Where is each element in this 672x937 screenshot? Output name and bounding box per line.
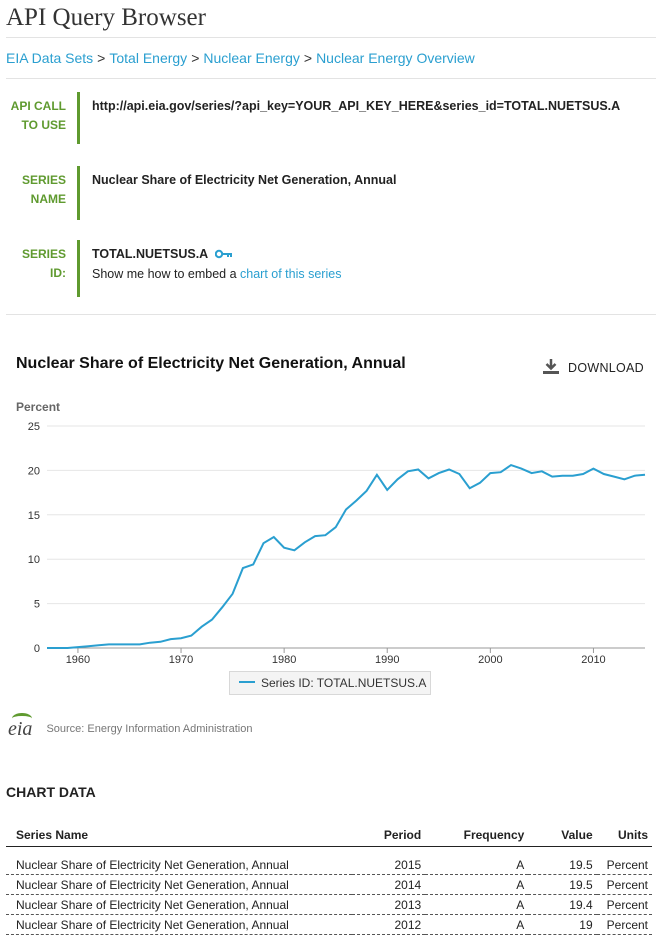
table-row: Nuclear Share of Electricity Net Generat… [6,874,652,895]
page-title: API Query Browser [6,4,206,31]
x-tick-label: 1970 [169,654,193,666]
y-tick-label: 10 [28,554,40,566]
cell-value: 19.5 [528,855,597,875]
divider [6,37,656,38]
cell-period: 2012 [351,914,426,935]
cell-frequency: A [425,914,529,935]
cell-period: 2014 [351,874,426,895]
cell-value: 19 [528,914,597,935]
y-tick-label: 5 [34,599,40,611]
breadcrumb-total-energy[interactable]: Total Energy [109,50,188,66]
api-call-label: API CALL TO USE [10,99,66,132]
breadcrumb-nuclear-energy-overview[interactable]: Nuclear Energy Overview [316,50,475,66]
series-name-label: SERIES NAME [21,173,66,206]
col-units: Units [618,828,648,842]
source-text: Source: Energy Information Administratio… [46,723,253,735]
cell-frequency: A [425,894,529,915]
breadcrumb: EIA Data Sets > Total Energy > Nuclear Energ… [6,50,475,66]
key-icon[interactable] [214,246,233,265]
cell-series-name: Nuclear Share of Electricity Net Generat… [6,855,352,875]
legend-swatch [239,681,255,683]
divider [6,78,656,79]
table-header-row: Series Name Period Frequency Value Units [6,824,652,847]
y-tick-label: 15 [28,510,40,522]
table-row: Nuclear Share of Electricity Net Generat… [6,894,652,915]
row-accent-bar [77,166,80,220]
col-frequency: Frequency [463,828,525,842]
cell-period: 2013 [351,894,426,915]
chart-title: Nuclear Share of Electricity Net Generat… [16,355,406,372]
cell-series-name: Nuclear Share of Electricity Net Generat… [6,914,352,935]
table-row: Nuclear Share of Electricity Net Generat… [6,855,652,875]
embed-text: Show me how to embed a [92,267,237,281]
legend-label: Series ID: TOTAL.NUETSUS.A [261,676,427,690]
table-row: Nuclear Share of Electricity Net Generat… [6,914,652,935]
y-tick-label: 25 [28,421,40,433]
y-tick-label: 0 [34,643,40,655]
cell-units: Percent [596,914,652,935]
breadcrumb-eia-data-sets[interactable]: EIA Data Sets [6,50,94,66]
row-accent-bar [77,92,80,144]
chart-data-title: CHART DATA [6,784,96,800]
chart-data-table: Series Name Period Frequency Value Units… [6,824,652,935]
divider [6,314,656,315]
series-id-value: TOTAL.NUETSUS.A Show me how to embed a c… [92,246,342,281]
breadcrumb-nuclear-energy[interactable]: Nuclear Energy [203,50,300,66]
eia-logo: eia [8,713,32,741]
x-tick-label: 1990 [375,654,399,666]
cell-units: Percent [596,874,652,895]
cell-period: 2015 [351,855,426,875]
col-series-name: Series Name [16,828,89,842]
x-tick-label: 1960 [66,654,90,666]
cell-units: Percent [596,855,652,875]
cell-frequency: A [425,855,529,875]
row-accent-bar [77,240,80,297]
cell-value: 19.5 [528,874,597,895]
y-axis-unit-label: Percent [16,400,61,414]
x-tick-label: 1980 [272,654,296,666]
cell-units: Percent [596,894,652,915]
col-value: Value [561,828,593,842]
download-icon [543,359,559,374]
cell-series-name: Nuclear Share of Electricity Net Generat… [6,894,352,915]
y-tick-label: 20 [28,465,40,477]
x-tick-label: 2000 [478,654,502,666]
api-call-value[interactable]: http://api.eia.gov/series/?api_key=YOUR_… [92,99,621,113]
chart-legend[interactable]: Series ID: TOTAL.NUETSUS.A [229,671,431,695]
x-tick-label: 2010 [581,654,605,666]
download-button[interactable]: DOWNLOAD [542,358,644,375]
series-name-value: Nuclear Share of Electricity Net Generat… [92,173,397,187]
cell-frequency: A [425,874,529,895]
cell-value: 19.4 [528,894,597,915]
series-id-label: SERIES ID: [21,247,66,280]
source-credit: eia Source: Energy Information Administra… [8,713,253,741]
embed-chart-link[interactable]: chart of this series [240,267,342,281]
col-period: Period [383,828,422,842]
cell-series-name: Nuclear Share of Electricity Net Generat… [6,874,352,895]
series-line [47,463,646,649]
line-chart: 0 5 10 15 20 25 1960 1970 1980 1990 2000 2010 [28,421,646,666]
